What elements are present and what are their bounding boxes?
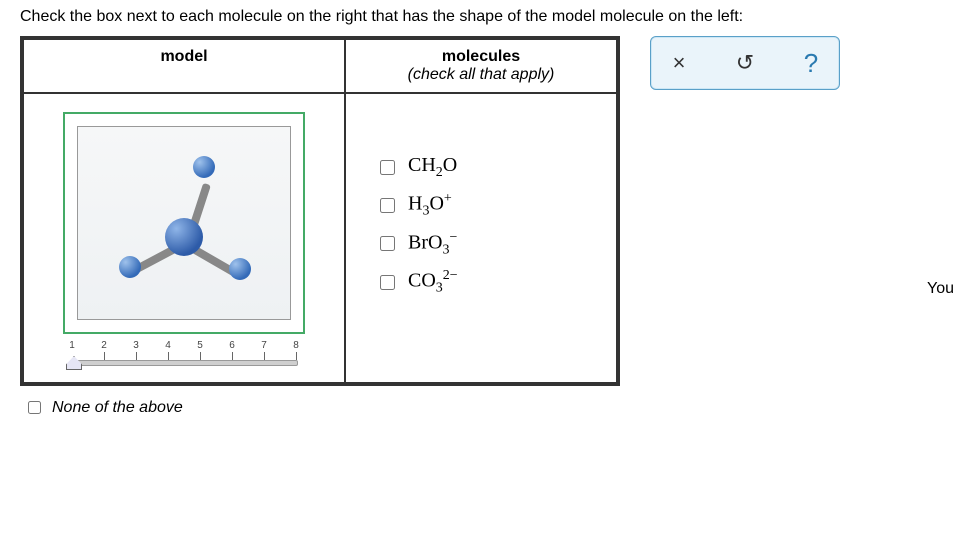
header-molecules: molecules (check all that apply)	[345, 39, 617, 93]
ruler-number: 4	[165, 340, 171, 351]
zoom-ruler[interactable]: 1 2 3 4 5 6 7 8	[64, 342, 304, 372]
main-area: model molecules (check all that apply)	[0, 36, 960, 429]
ruler-number: 3	[133, 340, 139, 351]
comparison-table: model molecules (check all that apply)	[20, 36, 620, 386]
ruler-number: 2	[101, 340, 107, 351]
side-text: You	[927, 280, 954, 298]
reset-button[interactable]: ↺	[727, 48, 763, 78]
molecule-row[interactable]: H3O+	[376, 191, 596, 220]
ruler-tick	[296, 352, 297, 360]
close-button[interactable]: ×	[661, 48, 697, 78]
instruction-text: Check the box next to each molecule on t…	[0, 0, 960, 36]
peripheral-atom	[119, 256, 141, 278]
model-cell: 1 2 3 4 5 6 7 8	[23, 93, 345, 383]
ruler-tick	[168, 352, 169, 360]
ruler-tick	[264, 352, 265, 360]
molecule-row[interactable]: BrO3−	[376, 230, 596, 259]
molecules-cell: CH2O H3O+ BrO3− CO32−	[345, 93, 617, 383]
ruler-tick	[200, 352, 201, 360]
ruler-tick	[232, 352, 233, 360]
ruler-number: 8	[293, 340, 299, 351]
molecule-formula: H3O+	[408, 191, 452, 220]
ruler-number: 1	[69, 340, 75, 351]
molecule-row[interactable]: CO32−	[376, 268, 596, 297]
central-atom	[165, 218, 203, 256]
close-icon: ×	[673, 50, 686, 76]
ruler-tick	[104, 352, 105, 360]
molecule-checkbox[interactable]	[380, 236, 395, 251]
none-label: None of the above	[52, 399, 183, 417]
model-viewer[interactable]	[63, 112, 305, 334]
molecule-row[interactable]: CH2O	[376, 154, 596, 181]
none-of-above-row[interactable]: None of the above	[20, 386, 620, 429]
molecule-checkbox[interactable]	[380, 160, 395, 175]
molecule-formula: CH2O	[408, 154, 457, 181]
ruler-number: 5	[197, 340, 203, 351]
ruler-number: 7	[261, 340, 267, 351]
molecule-checkbox[interactable]	[380, 275, 395, 290]
ruler-tick	[136, 352, 137, 360]
peripheral-atom	[229, 258, 251, 280]
header-molecules-title: molecules	[442, 48, 520, 65]
toolbar: × ↺ ?	[650, 36, 840, 90]
left-column: model molecules (check all that apply)	[20, 36, 620, 429]
peripheral-atom	[193, 156, 215, 178]
header-molecules-sub: (check all that apply)	[408, 66, 555, 83]
reset-icon: ↺	[736, 50, 754, 76]
molecule-formula: CO32−	[408, 268, 458, 297]
molecule-formula: BrO3−	[408, 230, 457, 259]
ruler-number: 6	[229, 340, 235, 351]
header-model: model	[23, 39, 345, 93]
help-icon: ?	[804, 48, 818, 79]
help-button[interactable]: ?	[793, 48, 829, 78]
none-checkbox[interactable]	[28, 401, 41, 414]
ruler-handle[interactable]	[66, 356, 82, 370]
ruler-track[interactable]	[70, 360, 298, 366]
model-canvas[interactable]	[77, 126, 291, 320]
molecule-checkbox[interactable]	[380, 198, 395, 213]
